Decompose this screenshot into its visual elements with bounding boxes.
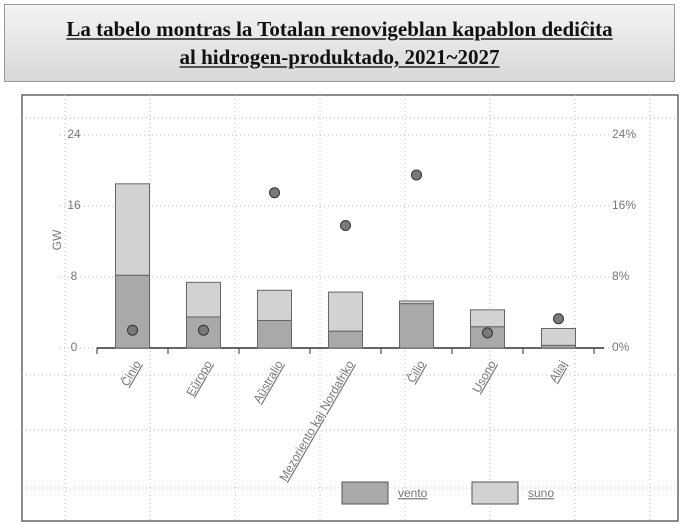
dot — [340, 220, 351, 232]
bar — [186, 281, 221, 318]
dot — [411, 169, 422, 181]
dot — [553, 313, 564, 325]
bar — [470, 309, 505, 328]
y2-tick-label: 24% — [612, 127, 636, 141]
legend-swatch — [341, 481, 389, 505]
x-tick-label: Aliaj — [546, 358, 569, 385]
bar — [328, 330, 363, 349]
dot — [127, 324, 138, 336]
y-tick-label: 16 — [67, 198, 81, 212]
bar — [328, 291, 363, 332]
bar — [399, 300, 434, 305]
bar — [399, 303, 434, 349]
y2-tick-label: 0% — [612, 340, 630, 354]
bar — [115, 274, 150, 349]
x-tick-label: Eŭropo — [183, 358, 215, 399]
y-tick-label: 8 — [71, 269, 78, 283]
bar — [257, 319, 292, 349]
y2-tick-label: 8% — [612, 269, 630, 283]
dot — [269, 187, 280, 199]
y-tick-label: 0 — [71, 340, 78, 354]
x-tick-label: Usono — [469, 358, 499, 395]
y-tick-label: 24 — [67, 127, 81, 141]
legend-label: suno — [528, 486, 554, 500]
x-tick-label: Ĉinio — [117, 357, 144, 388]
chart-title: La tabelo montras la Totalan renovigebla… — [4, 4, 675, 82]
bar — [541, 327, 576, 346]
dot — [482, 327, 493, 339]
x-tick-label: Aŭstralio — [250, 358, 286, 406]
y-axis-label: GW — [50, 229, 64, 250]
y2-tick-label: 16% — [612, 198, 636, 212]
legend-label: vento — [398, 486, 428, 500]
bar — [257, 289, 292, 321]
legend-swatch — [471, 481, 519, 505]
bar — [115, 183, 150, 276]
chart-frame — [21, 94, 679, 522]
x-tick-label: Ĉilio — [403, 357, 428, 385]
dot — [198, 324, 209, 336]
x-tick-label: Mezoriento kaj Nordafriko — [276, 358, 357, 484]
